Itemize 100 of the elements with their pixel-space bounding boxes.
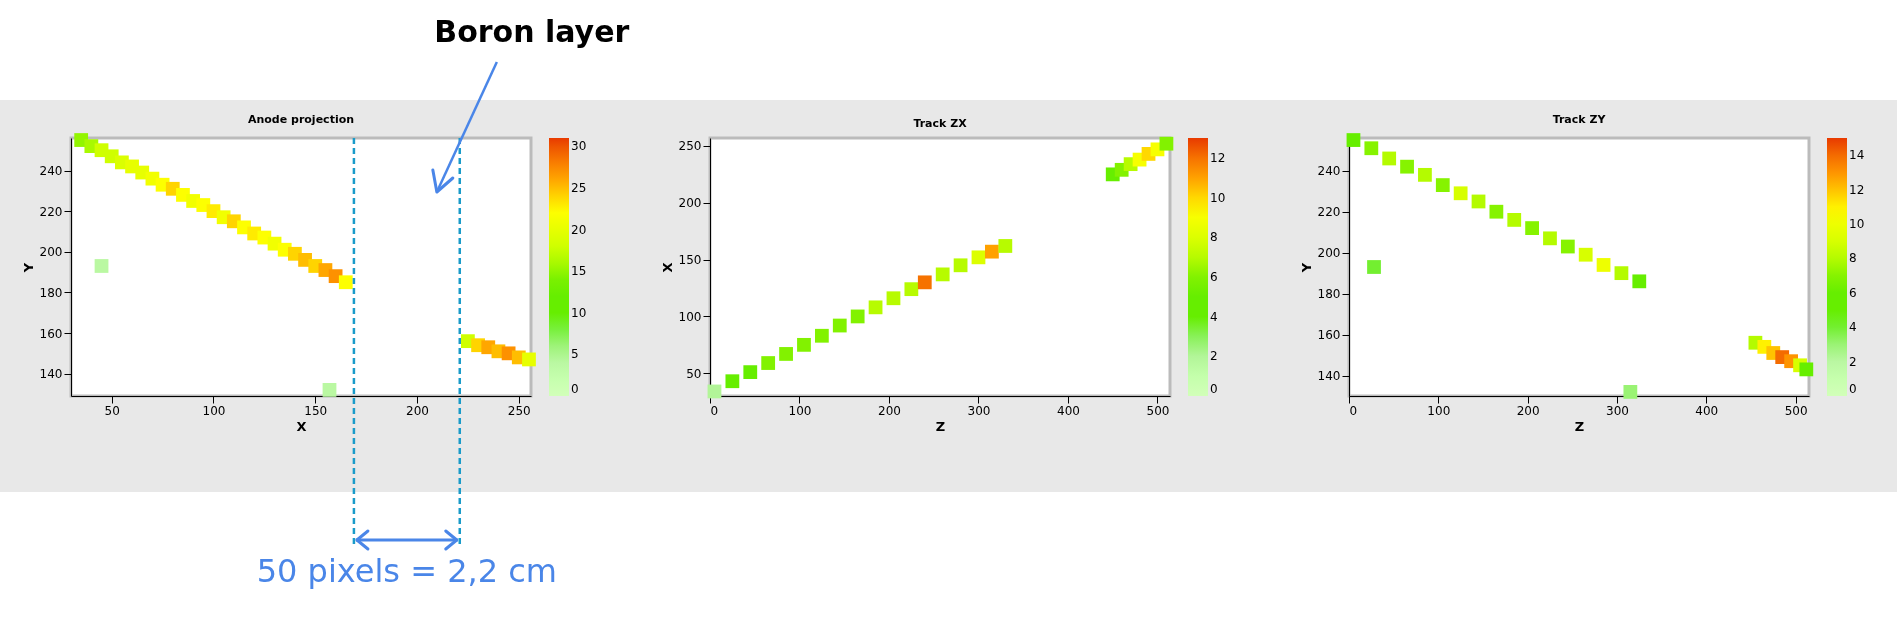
color-bar-label: 2 [1210, 349, 1218, 364]
point [1578, 247, 1593, 262]
point [1159, 136, 1174, 151]
color-bar-label: 15 [571, 264, 587, 279]
y-tick-label: 150 [678, 253, 702, 268]
y-tick-label: 250 [678, 139, 702, 154]
point [917, 275, 932, 290]
point [1364, 141, 1379, 156]
text: 50 pixels = 2,2 cm [256, 552, 557, 590]
color-bar-label: 6 [1849, 285, 1857, 300]
point [985, 244, 999, 259]
x-axis-title: Z [1574, 418, 1585, 434]
y-tick-label: 50 [686, 366, 702, 381]
x-tick-label: 200 [1516, 403, 1540, 418]
y-tick-label: 240 [1317, 164, 1341, 179]
x-tick-label: 300 [1606, 403, 1629, 418]
y-tick-label: 100 [678, 309, 702, 324]
color-bar-label: 14 [1849, 148, 1865, 163]
color-bar-label: 8 [1210, 230, 1218, 245]
point [338, 275, 353, 290]
y-axis-title: Y [20, 262, 36, 274]
x-tick-label: 50 [104, 403, 120, 418]
y-tick-label: 200 [1317, 246, 1341, 261]
color-bar-label: 25 [571, 180, 587, 195]
color-bar-label: 6 [1210, 269, 1218, 284]
color-bar-label: 10 [571, 305, 587, 320]
color-bar-label: 0 [1210, 382, 1218, 396]
y-tick-label: 200 [39, 245, 63, 260]
x-tick-label: 100 [202, 403, 226, 418]
point [1382, 151, 1397, 166]
chart-title: Anode projection [247, 113, 355, 127]
point [953, 258, 968, 273]
x-tick-label: 100 [1427, 403, 1451, 418]
point [797, 337, 811, 352]
point [1614, 266, 1629, 281]
color-bar-label: 5 [571, 347, 579, 362]
point [94, 259, 109, 273]
point [743, 365, 758, 380]
color-bar-label: 8 [1849, 251, 1857, 266]
point [725, 374, 740, 389]
x-tick-label: 150 [304, 403, 328, 418]
point [832, 318, 847, 333]
y-axis-title: X [659, 262, 675, 273]
point [1623, 385, 1638, 399]
y-tick-label: 180 [39, 285, 63, 300]
x-tick-label: 400 [1695, 403, 1719, 418]
y-tick-label: 160 [1317, 328, 1341, 343]
point [971, 250, 986, 265]
x-tick-label: 500 [1784, 403, 1808, 418]
x-tick-label: 200 [406, 403, 429, 418]
point [1453, 186, 1468, 201]
point [1418, 167, 1432, 182]
x-tick-label: 300 [967, 403, 991, 418]
point [1799, 362, 1814, 377]
point [904, 282, 919, 297]
x-tick-label: 250 [507, 403, 531, 418]
x-axis-title: X [296, 418, 307, 434]
x-tick-label: 0 [1349, 403, 1358, 418]
point [1560, 239, 1575, 254]
point [522, 352, 536, 367]
color-bar-label: 0 [571, 382, 579, 396]
color-bar-label: 4 [1849, 320, 1857, 335]
x-tick-label: 500 [1146, 403, 1170, 418]
point [761, 356, 776, 370]
point [322, 383, 337, 397]
color-bar-label: 10 [1210, 190, 1226, 205]
point [1346, 133, 1361, 147]
color-bar-label: 12 [1210, 150, 1226, 165]
x-tick-label: 400 [1057, 403, 1080, 418]
x-axis-title: Z [935, 418, 946, 434]
x-tick-label: 0 [710, 403, 719, 418]
y-tick-label: 200 [678, 196, 702, 211]
chart-title: Track ZX [913, 116, 968, 130]
point [998, 239, 1013, 253]
y-axis-title: Y [1298, 262, 1314, 274]
y-tick-label: 220 [39, 204, 63, 219]
x-tick-label: 200 [878, 403, 901, 418]
point [779, 347, 793, 361]
y-tick-label: 240 [39, 164, 63, 178]
y-tick-label: 180 [1317, 287, 1341, 302]
color-bar-label: 12 [1849, 182, 1865, 197]
point [1543, 231, 1557, 246]
point [1400, 159, 1414, 174]
point [1507, 213, 1522, 227]
chart-title: Track ZY [1552, 113, 1607, 127]
point [935, 267, 950, 282]
color-bar-label: 10 [1849, 217, 1865, 231]
y-tick-label: 160 [39, 326, 63, 341]
y-tick-label: 140 [1317, 369, 1341, 384]
y-tick-label: 220 [1317, 205, 1341, 220]
point [1632, 274, 1647, 289]
point [868, 300, 883, 315]
point [1525, 221, 1539, 235]
color-bar-label: 20 [571, 222, 587, 237]
point [850, 309, 865, 324]
point [814, 328, 829, 343]
text: Boron layer [434, 14, 630, 49]
point [1435, 178, 1450, 192]
point [886, 291, 901, 306]
color-bar-label: 0 [1849, 382, 1857, 396]
